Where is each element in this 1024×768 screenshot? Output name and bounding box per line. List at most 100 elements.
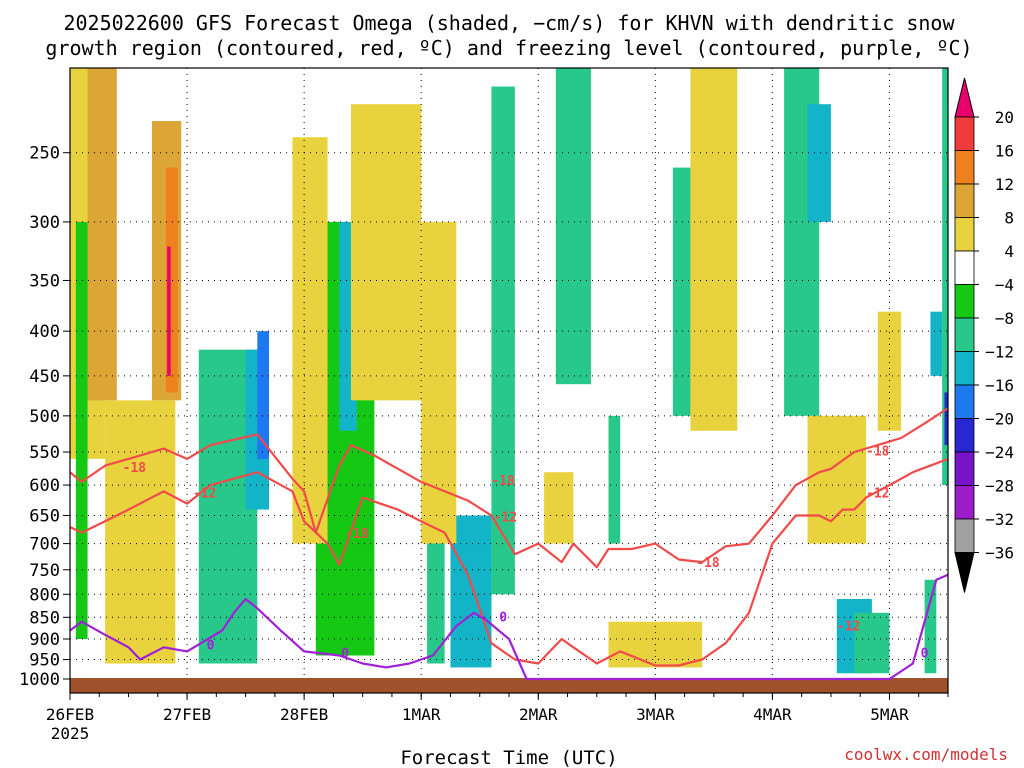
contour-label: -18 bbox=[123, 461, 147, 476]
omega-cell bbox=[491, 86, 515, 595]
contour-label: -18 bbox=[491, 474, 515, 489]
omega-shading bbox=[70, 68, 948, 674]
omega-cell bbox=[87, 68, 117, 401]
y-axis: 2503003504004505005506006507007508008509… bbox=[19, 144, 70, 690]
x-tick-label: 2MAR bbox=[519, 705, 558, 724]
colorbar-label: −4 bbox=[995, 276, 1014, 295]
y-tick-label: 600 bbox=[29, 476, 60, 496]
colorbar-segment bbox=[954, 351, 975, 386]
terrain-fill bbox=[70, 678, 948, 693]
omega-cell bbox=[75, 221, 88, 640]
y-tick-label: 350 bbox=[29, 271, 60, 291]
omega-cell bbox=[930, 311, 943, 376]
contour-label: -18 bbox=[345, 527, 369, 542]
y-tick-label: 1000 bbox=[19, 670, 60, 690]
omega-cell bbox=[690, 68, 738, 431]
x-tick-label: 4MAR bbox=[753, 705, 792, 724]
omega-cell bbox=[544, 472, 574, 544]
y-tick-label: 300 bbox=[29, 213, 60, 233]
colorbar-segment bbox=[954, 284, 975, 319]
y-tick-label: 550 bbox=[29, 443, 60, 463]
contour--18 bbox=[70, 407, 948, 569]
contour-label: 0 bbox=[921, 647, 929, 662]
omega-cell bbox=[257, 331, 270, 459]
colorbar-segment bbox=[954, 418, 975, 453]
colorbar-label: −16 bbox=[985, 376, 1014, 395]
colorbar-label: 8 bbox=[1004, 209, 1014, 228]
colorbar-segment bbox=[954, 150, 975, 185]
contour-label: 0 bbox=[341, 647, 349, 662]
omega-cell bbox=[555, 68, 591, 385]
contour-label: -18 bbox=[696, 556, 720, 571]
colorbar-segment bbox=[954, 317, 975, 352]
colorbar-top-arrow bbox=[954, 77, 975, 118]
colorbar-segment bbox=[954, 217, 975, 252]
colorbar-segment bbox=[954, 183, 975, 218]
y-tick-label: 250 bbox=[29, 144, 60, 164]
contour-label: 0 bbox=[499, 611, 507, 626]
contour-label: -12 bbox=[193, 487, 216, 502]
y-tick-label: 900 bbox=[29, 630, 60, 650]
y-tick-label: 700 bbox=[29, 535, 60, 555]
x-tick-label: 28FEB bbox=[280, 705, 328, 724]
colorbar-bottom-arrow bbox=[954, 552, 975, 593]
colorbar-label: −24 bbox=[985, 443, 1014, 462]
omega-cell bbox=[167, 246, 171, 376]
colorbar-label: −12 bbox=[985, 343, 1014, 362]
chart-title-line2: growth region (contoured, red, ºC) and f… bbox=[45, 36, 972, 60]
y-tick-label: 800 bbox=[29, 585, 60, 605]
omega-cell bbox=[942, 68, 948, 486]
colorbar-label: −36 bbox=[985, 544, 1014, 563]
colorbar-label: −8 bbox=[995, 309, 1014, 328]
omega-cell bbox=[165, 167, 178, 393]
x-tick-label: 27FEB bbox=[163, 705, 211, 724]
grid-lines bbox=[69, 68, 948, 693]
omega-cell bbox=[421, 221, 457, 544]
colorbar-segment bbox=[954, 384, 975, 419]
y-tick-label: 650 bbox=[29, 506, 60, 526]
y-tick-label: 750 bbox=[29, 561, 60, 581]
terrain-band bbox=[70, 678, 948, 693]
x-axis-label: Forecast Time (UTC) bbox=[400, 747, 617, 768]
colorbar-label: −28 bbox=[985, 477, 1014, 496]
colorbar-label: −20 bbox=[985, 410, 1014, 429]
omega-cell bbox=[672, 167, 691, 416]
colorbar-segment bbox=[954, 250, 975, 285]
contour-labels: -18 -12 0 -18 0 -18 -12 0 -18 -12 -18 -12 0 bbox=[123, 444, 929, 661]
contour-0 bbox=[70, 573, 948, 681]
y-tick-label: 400 bbox=[29, 322, 60, 342]
colorbar-segment bbox=[954, 518, 975, 553]
x-tick-label: 1MAR bbox=[402, 705, 441, 724]
colorbar-label: 16 bbox=[995, 142, 1014, 161]
y-tick-label: 500 bbox=[29, 407, 60, 427]
x-tick-sublabel: 2025 bbox=[51, 724, 90, 743]
x-tick-label: 26FEB bbox=[46, 705, 94, 724]
contour-label: -18 bbox=[866, 444, 890, 459]
colorbar-label: 12 bbox=[995, 175, 1014, 194]
omega-cell bbox=[944, 392, 948, 446]
y-tick-label: 950 bbox=[29, 651, 60, 671]
omega-cell bbox=[608, 415, 621, 544]
omega-cell bbox=[924, 579, 937, 674]
contour-label: -12 bbox=[494, 510, 517, 525]
omega-cell bbox=[105, 400, 176, 664]
omega-cell bbox=[877, 311, 902, 431]
credit-text[interactable]: coolwx.com/models bbox=[844, 745, 1008, 764]
colorbar-segment bbox=[954, 485, 975, 520]
y-tick-label: 450 bbox=[29, 367, 60, 387]
omega-cell bbox=[350, 104, 422, 401]
x-tick-label: 5MAR bbox=[870, 705, 909, 724]
contour-label: -12 bbox=[837, 619, 860, 634]
y-tick-label: 850 bbox=[29, 608, 60, 628]
omega-cell bbox=[292, 137, 328, 544]
colorbar-segment bbox=[954, 451, 975, 486]
x-tick-label: 3MAR bbox=[636, 705, 675, 724]
contour-lines bbox=[70, 407, 948, 681]
contour-label: -12 bbox=[866, 487, 889, 502]
chart-title-line1: 2025022600 GFS Forecast Omega (shaded, −… bbox=[63, 11, 955, 35]
omega-cell bbox=[807, 415, 867, 544]
colorbar: 20 16 12 8 4 −4 −8 −12 −16 −20 −24 −28 −32 −36 bbox=[954, 77, 1014, 593]
colorbar-segment bbox=[954, 116, 975, 151]
